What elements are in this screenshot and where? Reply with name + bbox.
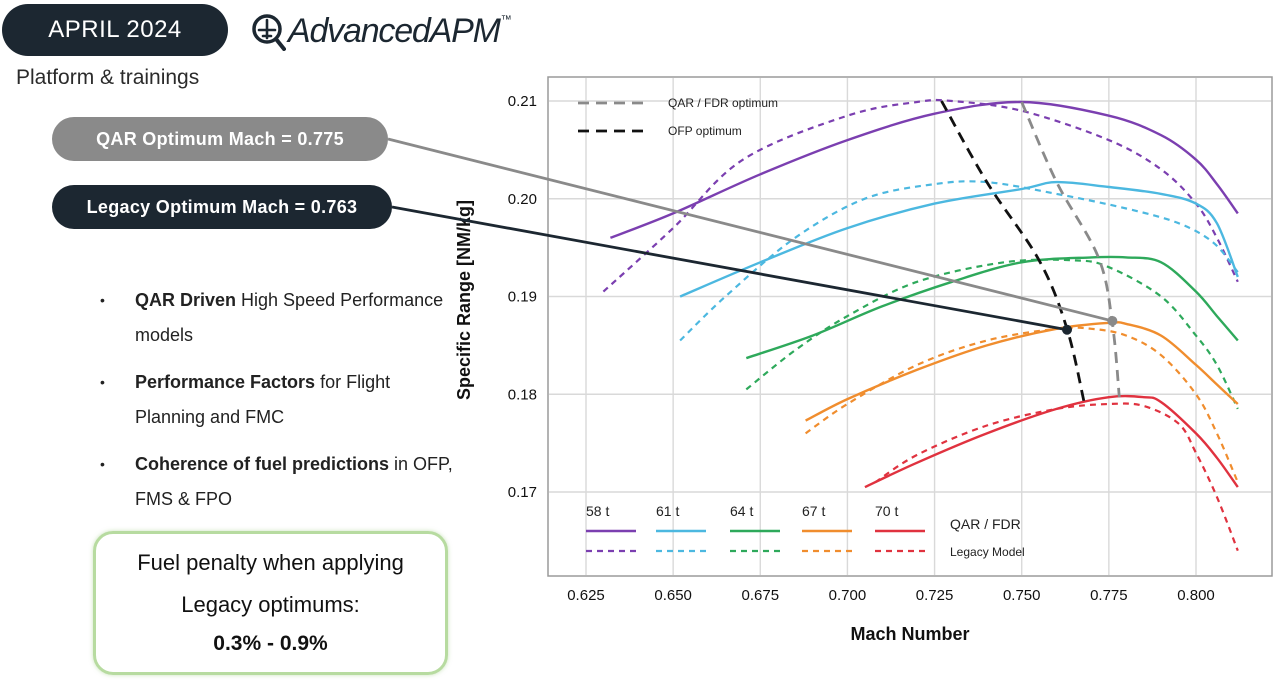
ofp-optimum-line xyxy=(940,100,1086,405)
qar-optimum-callout: QAR Optimum Mach = 0.775 xyxy=(52,117,388,161)
optimum-lines xyxy=(940,100,1121,405)
legend-label-legacy-model: Legacy Model xyxy=(950,545,1025,559)
y-axis-ticks: 0.21 0.20 0.19 0.18 0.17 xyxy=(508,93,537,501)
qar-optimum-line xyxy=(1020,101,1121,398)
qar-optimum-marker xyxy=(1107,315,1118,326)
bullet-bold: QAR Driven xyxy=(135,290,237,310)
x-tick-label: 0.750 xyxy=(1003,587,1041,604)
bullet-item: Coherence of fuel predictions in OFP, FM… xyxy=(100,447,460,517)
legend-label-optimum: OFP optimum xyxy=(668,124,742,138)
qar-callout-connector xyxy=(387,137,1113,323)
qar-curve-58t xyxy=(609,100,1239,239)
y-tick-label: 0.21 xyxy=(508,93,537,110)
bullet-item: Performance Factors for Flight Planning … xyxy=(100,365,460,435)
brand-logo: AdvancedAPM ™ xyxy=(252,8,512,54)
bullet-item: QAR Driven High Speed Performance models xyxy=(100,283,460,353)
legend-label-series: 67 t xyxy=(802,503,825,519)
x-tick-label: 0.775 xyxy=(1090,587,1128,604)
legend-label-optimum: QAR / FDR optimum xyxy=(668,96,778,110)
legend-label-qar-fdr: QAR / FDR xyxy=(950,516,1021,532)
x-tick-label: 0.700 xyxy=(829,587,867,604)
brand-trademark: ™ xyxy=(500,14,512,26)
page-subtitle: Platform & trainings xyxy=(16,66,200,89)
legend-label-series: 64 t xyxy=(730,503,753,519)
x-tick-label: 0.800 xyxy=(1177,587,1215,604)
x-tick-label: 0.650 xyxy=(654,587,692,604)
callout-connectors xyxy=(387,137,1113,332)
penalty-line-1: Fuel penalty when applying xyxy=(137,550,404,575)
brand-name: AdvancedAPM xyxy=(288,11,501,50)
bullet-bold: Performance Factors xyxy=(135,372,316,392)
bullet-list: QAR Driven High Speed Performance models… xyxy=(100,283,460,529)
y-tick-label: 0.18 xyxy=(508,386,537,403)
qar-curve-64t xyxy=(745,255,1239,360)
legacy-curve-67t xyxy=(804,326,1239,483)
legacy-curve-61t xyxy=(679,180,1239,342)
fuel-penalty-box: Fuel penalty when applying Legacy optimu… xyxy=(93,531,448,675)
date-label: APRIL 2024 xyxy=(48,16,182,43)
bullet-text: High Speed Performance models xyxy=(135,290,444,345)
plot-frame xyxy=(547,76,1273,577)
bullet-bold: Coherence of fuel predictions xyxy=(135,454,390,474)
optimum-legend: QAR / FDR optimum OFP optimum xyxy=(578,96,778,138)
legend-label-series: 61 t xyxy=(656,503,679,519)
legend-label-series: 58 t xyxy=(586,503,609,519)
legacy-curve-70t xyxy=(874,402,1239,552)
date-badge: APRIL 2024 xyxy=(2,4,228,56)
x-tick-label: 0.625 xyxy=(567,587,605,604)
legacy-callout-connector xyxy=(391,205,1068,332)
series-legend: 58 t 61 t 64 t 67 t 70 t QAR / FDR Legacy Mode… xyxy=(586,503,1025,559)
y-tick-label: 0.19 xyxy=(508,289,537,306)
y-tick-label: 0.20 xyxy=(508,191,537,208)
legend-label-series: 70 t xyxy=(875,503,898,519)
optimum-markers xyxy=(1062,315,1118,335)
legacy-optimum-callout: Legacy Optimum Mach = 0.763 xyxy=(52,185,392,229)
penalty-value: 0.3% - 0.9% xyxy=(213,632,328,655)
x-axis-ticks: 0.625 0.650 0.675 0.700 0.725 0.750 0.775 0.800 xyxy=(567,587,1215,604)
chart-grid xyxy=(549,78,1271,575)
y-tick-label: 0.17 xyxy=(508,484,537,501)
legacy-optimum-label: Legacy Optimum Mach = 0.763 xyxy=(86,196,358,217)
bullet-text: in OFP, FMS & FPO xyxy=(135,454,453,509)
legacy-optimum-marker xyxy=(1062,324,1073,335)
x-tick-label: 0.675 xyxy=(742,587,780,604)
series-curves xyxy=(602,98,1239,552)
x-axis-title: Mach Number xyxy=(850,624,969,644)
qar-optimum-label: QAR Optimum Mach = 0.775 xyxy=(96,128,344,149)
qar-curve-67t xyxy=(805,321,1239,422)
qar-curve-70t xyxy=(864,394,1239,489)
x-tick-label: 0.725 xyxy=(916,587,954,604)
bullet-text: for Flight Planning and FMC xyxy=(135,372,391,427)
penalty-line-2: Legacy optimums: xyxy=(181,592,360,617)
legacy-curve-64t xyxy=(745,258,1239,410)
airplane-logo-icon xyxy=(252,14,286,51)
